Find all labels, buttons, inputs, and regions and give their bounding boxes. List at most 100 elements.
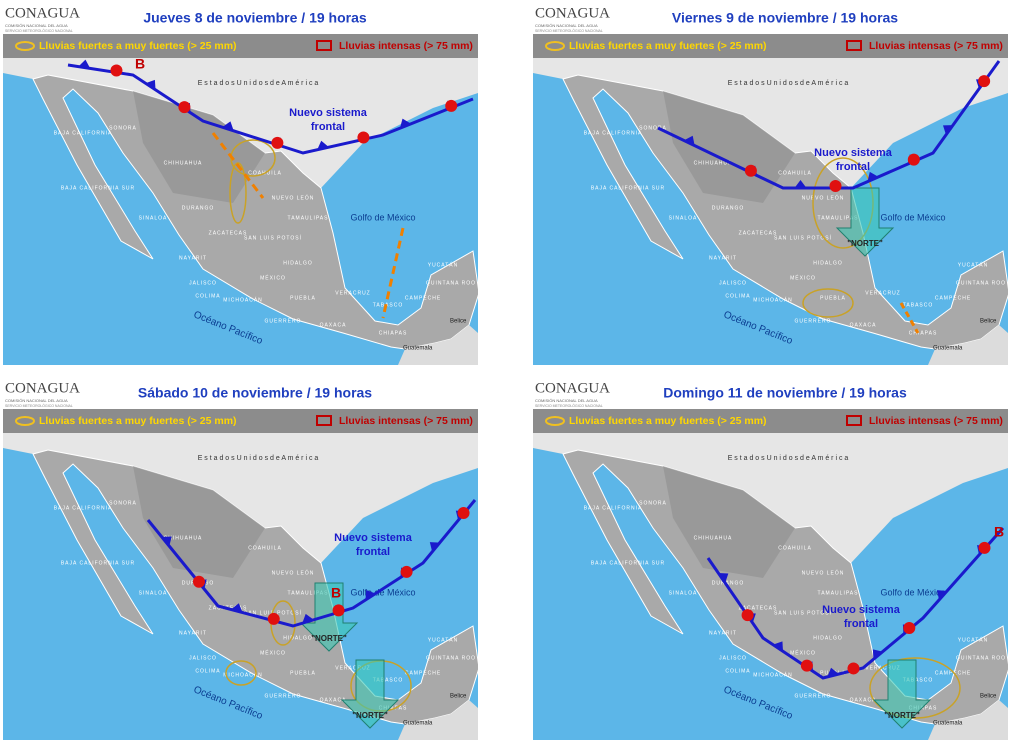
state-label: NAYARIT	[179, 630, 207, 636]
norte-label: "NORTE"	[884, 711, 920, 720]
state-label: CAMPECHE	[935, 295, 971, 301]
state-label: NUEVO LEÓN	[272, 194, 315, 201]
map-panel: CONAGUA COMISIÓN NACIONAL DEL AGUASERVICI…	[3, 3, 478, 365]
legend-heavy: Lluvias fuertes a muy fuertes (> 25 mm)	[569, 40, 767, 52]
map-panel: CONAGUA COMISIÓN NACIONAL DEL AGUASERVICI…	[533, 3, 1008, 365]
state-label: JALISCO	[189, 655, 217, 661]
state-label: COLIMA	[725, 293, 750, 299]
state-label: BAJA CALIFORNIA SUR	[61, 185, 135, 191]
front-triangle	[317, 140, 329, 150]
state-label: SONORA	[639, 500, 667, 506]
state-label: YUCATÁN	[428, 261, 459, 268]
state-label: SINALOA	[139, 215, 168, 221]
legend-icon-heavy	[545, 416, 565, 426]
state-label: SINALOA	[669, 590, 698, 596]
state-label: BAJA CALIFORNIA SUR	[591, 560, 665, 566]
logo: CONAGUA	[535, 5, 610, 21]
state-label: ZACATECAS	[209, 230, 248, 236]
state-label: ZACATECAS	[739, 230, 778, 236]
front-triangle	[230, 603, 243, 613]
front-triangle	[718, 573, 729, 583]
front-label: Nuevo sistema	[334, 532, 413, 544]
state-label: CHIAPAS	[909, 705, 938, 711]
low-pressure: B	[331, 585, 341, 601]
front-semicircle	[357, 131, 370, 144]
legend-icon-intense	[846, 40, 862, 51]
state-label: TABASCO	[903, 677, 934, 683]
low-pressure: B	[135, 56, 145, 72]
state-label: BAJA CALIFORNIA	[584, 505, 643, 511]
norte-label: "NORTE"	[352, 711, 388, 720]
legend-bar	[533, 409, 1008, 433]
service: SERVICIO METEOROLÓGICO NACIONAL	[5, 28, 73, 33]
state-label: QUINTANA ROO	[426, 655, 476, 661]
front-label: frontal	[311, 121, 345, 133]
panel-title: Domingo 11 de noviembre / 19 horas	[663, 385, 907, 401]
central-america	[398, 700, 478, 740]
front-triangle	[365, 590, 376, 600]
north-region	[133, 466, 265, 578]
state-label: MÉXICO	[260, 274, 286, 281]
state-label: TABASCO	[373, 677, 404, 683]
service: SERVICIO METEOROLÓGICO NACIONAL	[535, 403, 603, 408]
state-label: SAN LUIS POTOSÍ	[774, 234, 832, 241]
legend-heavy: Lluvias fuertes a muy fuertes (> 25 mm)	[39, 40, 237, 52]
state-label: QUINTANA ROO	[426, 280, 476, 286]
state-label: BAJA CALIFORNIA	[584, 130, 643, 136]
state-label: SAN LUIS POTOSÍ	[774, 609, 832, 616]
state-label: SONORA	[639, 125, 667, 131]
state-label: HIDALGO	[813, 260, 843, 266]
central-america	[398, 325, 478, 365]
front-label: frontal	[836, 161, 870, 173]
logo: CONAGUA	[535, 380, 610, 396]
state-label: CHIHUAHUA	[694, 160, 733, 166]
legend-bar	[3, 34, 478, 58]
front-label: Nuevo sistema	[289, 107, 368, 119]
state-label: NUEVO LEÓN	[802, 569, 845, 576]
state-label: BAJA CALIFORNIA SUR	[61, 560, 135, 566]
state-label: HIDALGO	[813, 635, 843, 641]
front-semicircle	[271, 136, 284, 149]
front-semicircle	[192, 575, 205, 588]
state-label: SONORA	[109, 500, 137, 506]
front-semicircle	[847, 662, 860, 675]
state-label: CAMPECHE	[935, 670, 971, 676]
north-region	[663, 91, 795, 203]
central-america	[928, 700, 1008, 740]
legend-intense: Lluvias intensas (> 75 mm)	[339, 415, 473, 427]
cold-front	[657, 60, 1001, 190]
norte-arrow	[835, 187, 895, 257]
rain-area	[802, 288, 854, 318]
legend-icon-heavy	[15, 41, 35, 51]
state-label: YUCATÁN	[958, 636, 989, 643]
legend-icon-intense	[846, 415, 862, 426]
state-label: YUCATÁN	[958, 261, 989, 268]
north-region	[663, 466, 795, 578]
service: SERVICIO METEOROLÓGICO NACIONAL	[535, 28, 603, 33]
state-label: CAMPECHE	[405, 670, 441, 676]
state-label: DURANGO	[712, 580, 745, 586]
usa-land	[533, 58, 1008, 188]
rain-band	[899, 302, 920, 334]
state-label: SAN LUIS POTOSÍ	[244, 234, 302, 241]
front-triangle	[399, 118, 412, 129]
usa-label: E s t a d o s U n i d o s d e A m é r i …	[198, 455, 319, 462]
state-label: BAJA CALIFORNIA	[54, 130, 113, 136]
low-pressure: B	[994, 524, 1004, 540]
state-label: QUINTANA ROO	[956, 655, 1006, 661]
central-america	[928, 325, 1008, 365]
state-label: MÉXICO	[790, 274, 816, 281]
front-triangle	[794, 180, 807, 188]
legend-intense: Lluvias intensas (> 75 mm)	[869, 40, 1003, 52]
agency: COMISIÓN NACIONAL DEL AGUA	[5, 23, 68, 28]
legend-bar	[3, 409, 478, 433]
state-label: CHIHUAHUA	[164, 535, 203, 541]
state-label: VERACRUZ	[335, 290, 371, 296]
front-semicircle	[829, 180, 842, 192]
gulf-label: Golfo de México	[350, 587, 415, 597]
belize-label: Belice	[980, 319, 997, 325]
front-semicircle	[907, 153, 920, 166]
front-triangle	[145, 79, 156, 90]
belize-label: Belice	[980, 694, 997, 700]
front-triangle	[942, 125, 953, 135]
